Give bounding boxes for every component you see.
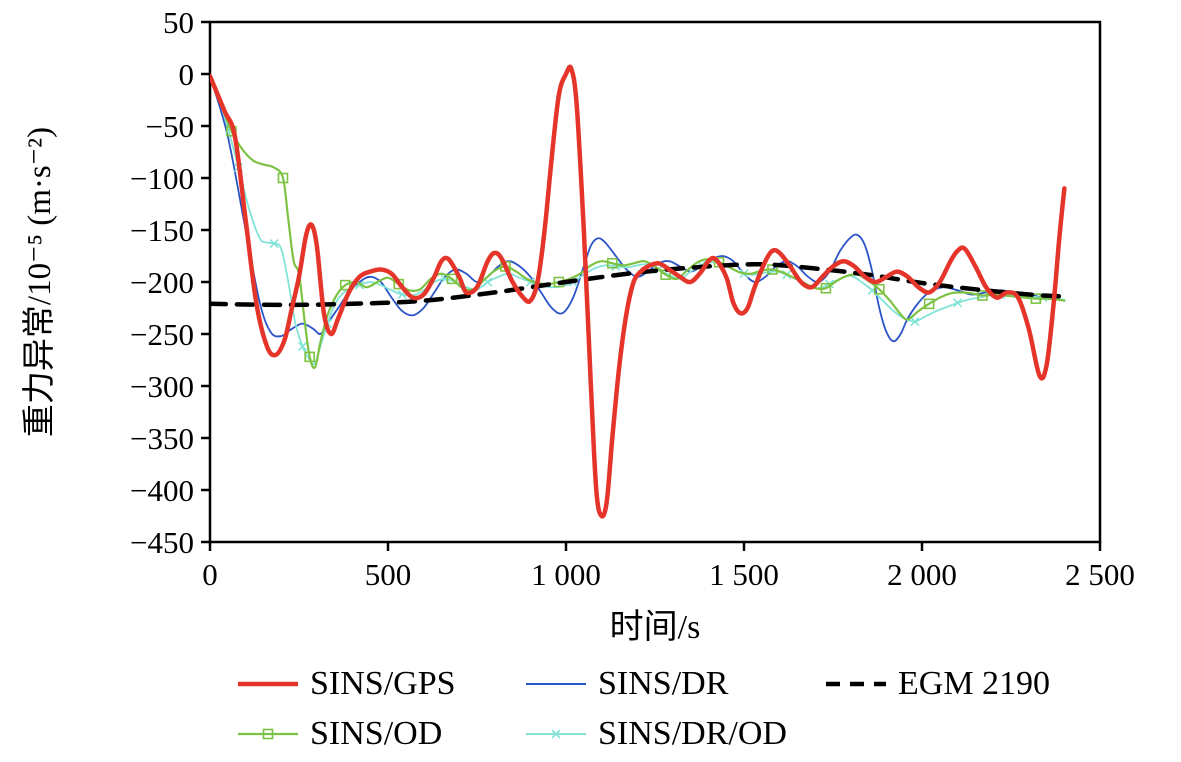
legend-sample-sins-dr	[526, 683, 586, 685]
legend-item-sins-dr-od: SINS/DR/OD	[524, 710, 824, 758]
marker-x-sins-dr-od	[297, 341, 308, 352]
y-tick-labels: 50 0 −50 −100 −150 −200 −250 −300 −350 −400 −450	[130, 5, 194, 560]
marker-square-sins-od	[1030, 293, 1042, 304]
y-tick-label: −300	[130, 369, 194, 404]
legend-label-sins-gps: SINS/GPS	[310, 665, 456, 702]
y-tick-label: −50	[146, 109, 194, 144]
series-line-sins-dr	[210, 75, 1066, 343]
marker-x-sins-dr-od	[953, 298, 963, 308]
legend-sample-x	[551, 729, 561, 739]
y-axis-label: 重力异常/10⁻⁵ (m·s⁻²)	[21, 127, 58, 437]
y-tick-label: −150	[130, 213, 194, 248]
legend-item-egm2190: EGM 2190	[824, 660, 1050, 708]
marker-square-sins-od	[339, 279, 351, 291]
marker-square-sins-od	[446, 273, 458, 285]
x-axis-label: 时间/s	[610, 609, 701, 646]
legend-label-sins-od: SINS/OD	[310, 715, 443, 752]
marker-square-sins-od	[277, 172, 289, 184]
series-line-sins-gps	[210, 64, 1067, 519]
legend-sample-egm2190	[826, 681, 886, 687]
marker-square-sins-od	[820, 282, 832, 294]
legend-item-sins-gps: SINS/GPS	[236, 660, 524, 708]
legend-sample-sins-od	[238, 728, 298, 740]
x-tick-label: 2 000	[887, 557, 957, 592]
axis-ticks	[201, 20, 1102, 551]
x-tick-label: 2 500	[1065, 557, 1135, 592]
y-tick-label: −350	[130, 421, 194, 456]
marker-square-sins-od	[977, 290, 988, 301]
y-tick-label: −200	[130, 265, 194, 300]
legend-sample-sins-gps	[238, 681, 298, 687]
y-tick-label: −450	[130, 525, 194, 560]
x-tick-label: 500	[365, 557, 412, 592]
series-line-egm-2190	[210, 261, 1067, 308]
x-tick-label: 1 000	[531, 557, 601, 592]
legend: SINS/GPS SINS/DR EGM 2190 SINS/OD SINS/D…	[236, 660, 1050, 758]
y-tick-label: −400	[130, 473, 194, 508]
marker-x-sins-dr-od	[269, 238, 279, 249]
marker-square-sins-od	[873, 283, 885, 295]
x-tick-label: 0	[202, 557, 218, 592]
y-tick-label: 0	[179, 57, 195, 92]
y-tick-label: 50	[163, 5, 194, 40]
series-line-sins-od	[210, 75, 1066, 369]
plot-area	[208, 20, 1102, 544]
legend-label-sins-dr-od: SINS/DR/OD	[598, 715, 787, 752]
x-tick-label: 1 500	[709, 557, 779, 592]
legend-label-sins-dr: SINS/DR	[598, 665, 729, 702]
marker-square-sins-od	[304, 351, 315, 363]
legend-label-egm2190: EGM 2190	[898, 665, 1051, 702]
chart-svg: 0 500 1 000 1 500 2 000 2 500 500−50−100−150−…	[21, 5, 1135, 646]
legend-sample-square	[262, 728, 274, 740]
y-tick-label: −100	[130, 161, 194, 196]
marker-x-sins-dr-od	[910, 316, 920, 327]
marker-square-sins-od	[606, 257, 618, 269]
legend-item-sins-dr: SINS/DR	[524, 660, 824, 708]
chart-series	[210, 64, 1067, 519]
x-tick-labels: 0 500 1 000 1 500 2 000 2 500	[202, 557, 1135, 592]
y-tick-label: −250	[130, 317, 194, 352]
marker-square-sins-od	[923, 298, 935, 310]
legend-sample-sins-dr-od	[526, 729, 586, 739]
legend-item-sins-od: SINS/OD	[236, 710, 524, 758]
